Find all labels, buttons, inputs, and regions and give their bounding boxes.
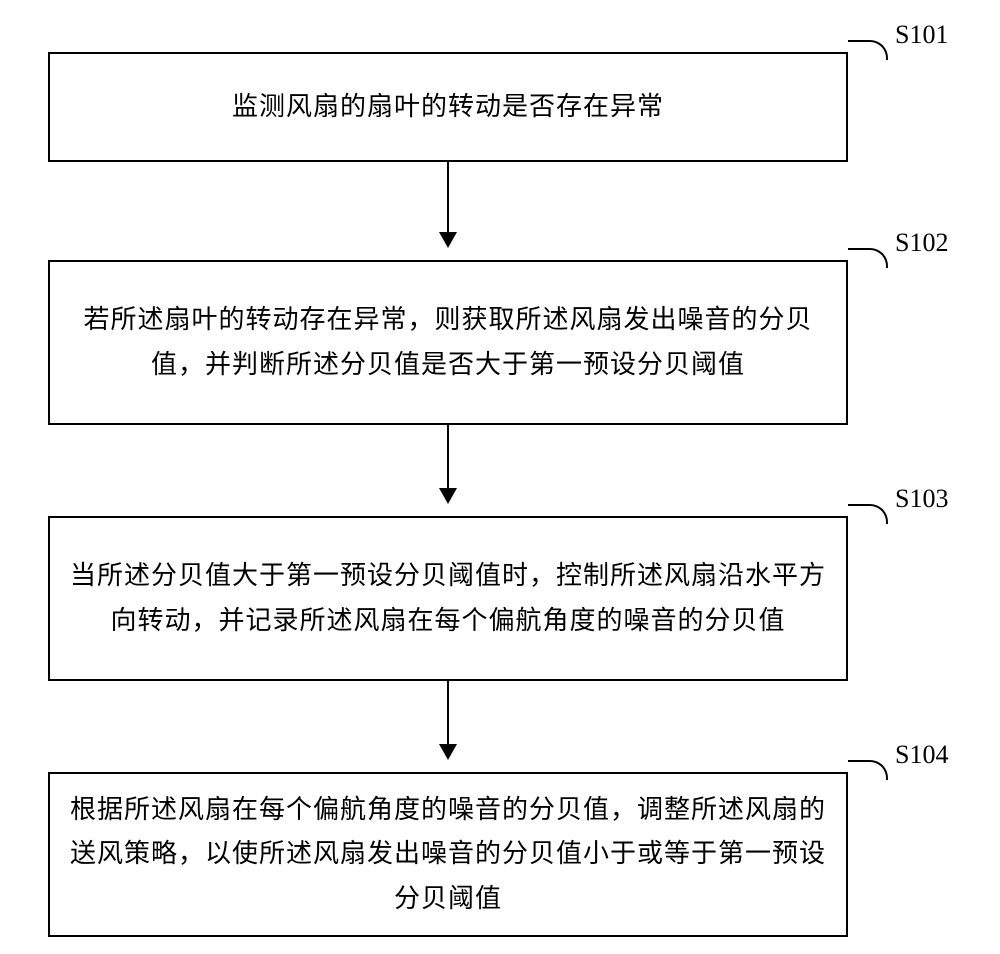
step-text-s101: 监测风扇的扇叶的转动是否存在异常 [232,85,664,129]
step-box-s103: 当所述分贝值大于第一预设分贝阈值时，控制所述风扇沿水平方向转动，并记录所述风扇在… [48,516,848,681]
label-connector-s104 [848,760,888,780]
arrow-s103-s104 [447,681,449,758]
step-text-s104: 根据所述风扇在每个偏航角度的噪音的分贝值，调整所述风扇的送风策略，以使所述风扇发… [70,788,826,921]
label-connector-s102 [848,248,888,268]
step-label-s103: S103 [895,484,948,514]
arrow-s101-s102 [447,162,449,246]
step-label-s102: S102 [895,228,948,258]
flowchart-canvas: 监测风扇的扇叶的转动是否存在异常 S101 若所述扇叶的转动存在异常，则获取所述… [0,0,1000,954]
label-connector-s103 [848,504,888,524]
step-text-s103: 当所述分贝值大于第一预设分贝阈值时，控制所述风扇沿水平方向转动，并记录所述风扇在… [70,554,826,642]
step-label-s101: S101 [895,20,948,50]
step-box-s104: 根据所述风扇在每个偏航角度的噪音的分贝值，调整所述风扇的送风策略，以使所述风扇发… [48,772,848,937]
arrow-s102-s103 [447,425,449,502]
step-text-s102: 若所述扇叶的转动存在异常，则获取所述风扇发出噪音的分贝值，并判断所述分贝值是否大… [70,298,826,386]
step-box-s101: 监测风扇的扇叶的转动是否存在异常 [48,52,848,162]
step-box-s102: 若所述扇叶的转动存在异常，则获取所述风扇发出噪音的分贝值，并判断所述分贝值是否大… [48,260,848,425]
label-connector-s101 [848,40,888,60]
step-label-s104: S104 [895,740,948,770]
